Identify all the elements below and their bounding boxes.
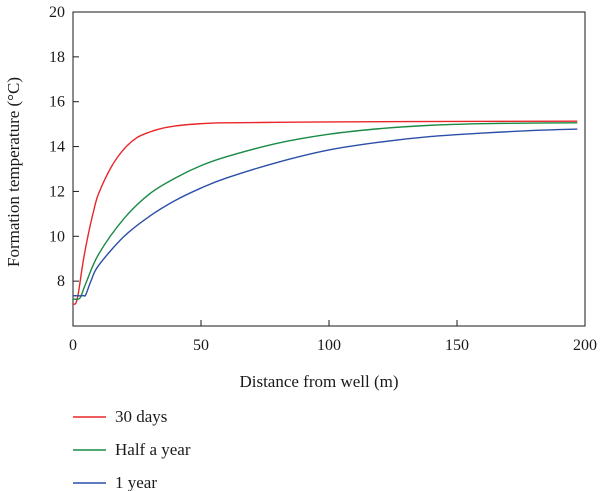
y-tick-label: 12 <box>49 183 65 200</box>
y-tick-label: 8 <box>57 273 65 290</box>
x-tick-label: 200 <box>573 337 597 354</box>
series-line-0 <box>72 120 578 305</box>
y-tick-label: 16 <box>49 94 65 111</box>
y-tick-label: 10 <box>49 228 65 245</box>
plot-area <box>72 11 586 327</box>
series-lines <box>72 120 578 305</box>
x-tick-label: 100 <box>317 337 341 354</box>
series-line-2 <box>72 128 578 297</box>
axis-ticks: 0 50 100 150 200 8 10 12 14 16 18 20 <box>49 4 597 354</box>
y-tick-label: 18 <box>49 49 65 66</box>
y-axis-title: Formation temperature (°C) <box>4 77 23 267</box>
legend-label-1: Half a year <box>115 440 191 459</box>
series-line-1 <box>72 122 578 300</box>
legend-label-0: 30 days <box>115 407 167 426</box>
x-axis-title: Distance from well (m) <box>239 372 398 391</box>
legend: 30 days Half a year 1 year <box>73 407 191 491</box>
x-tick-label: 50 <box>193 337 209 354</box>
legend-label-2: 1 year <box>115 473 157 491</box>
y-tick-label: 14 <box>49 139 65 156</box>
plot-border <box>72 11 586 327</box>
x-tick-label: 150 <box>445 337 469 354</box>
x-tick-label: 0 <box>69 337 77 354</box>
y-tick-label: 20 <box>49 4 65 21</box>
